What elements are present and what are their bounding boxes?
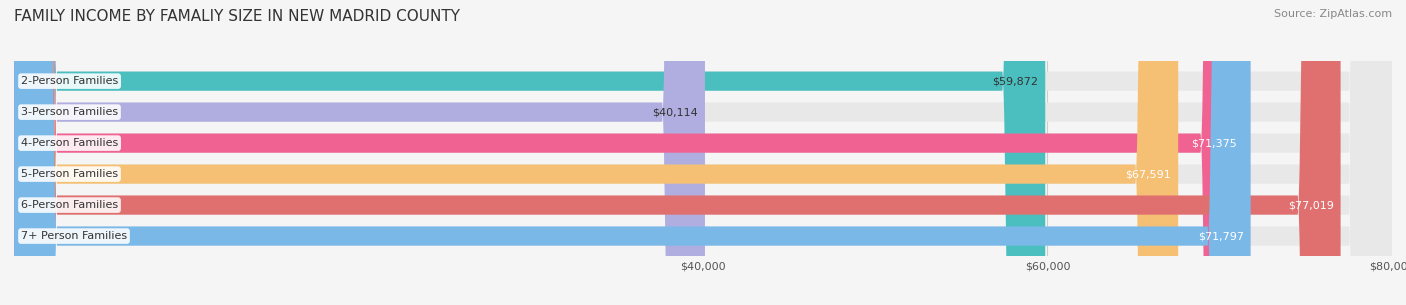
Text: 5-Person Families: 5-Person Families — [21, 169, 118, 179]
Text: 2-Person Families: 2-Person Families — [21, 76, 118, 86]
Text: $59,872: $59,872 — [993, 76, 1039, 86]
FancyBboxPatch shape — [14, 0, 1392, 305]
Text: $40,114: $40,114 — [652, 107, 697, 117]
FancyBboxPatch shape — [14, 0, 704, 305]
Text: 4-Person Families: 4-Person Families — [21, 138, 118, 148]
FancyBboxPatch shape — [14, 0, 1045, 305]
FancyBboxPatch shape — [14, 0, 1392, 305]
FancyBboxPatch shape — [14, 0, 1392, 305]
Text: Source: ZipAtlas.com: Source: ZipAtlas.com — [1274, 9, 1392, 19]
FancyBboxPatch shape — [14, 0, 1392, 305]
Text: $71,375: $71,375 — [1191, 138, 1236, 148]
Text: $67,591: $67,591 — [1126, 169, 1171, 179]
Text: 6-Person Families: 6-Person Families — [21, 200, 118, 210]
Text: $77,019: $77,019 — [1288, 200, 1334, 210]
Text: 3-Person Families: 3-Person Families — [21, 107, 118, 117]
Text: 7+ Person Families: 7+ Person Families — [21, 231, 127, 241]
FancyBboxPatch shape — [14, 0, 1392, 305]
FancyBboxPatch shape — [14, 0, 1178, 305]
Text: FAMILY INCOME BY FAMALIY SIZE IN NEW MADRID COUNTY: FAMILY INCOME BY FAMALIY SIZE IN NEW MAD… — [14, 9, 460, 24]
FancyBboxPatch shape — [14, 0, 1251, 305]
Text: $71,797: $71,797 — [1198, 231, 1244, 241]
FancyBboxPatch shape — [14, 0, 1340, 305]
FancyBboxPatch shape — [14, 0, 1392, 305]
FancyBboxPatch shape — [14, 0, 1243, 305]
